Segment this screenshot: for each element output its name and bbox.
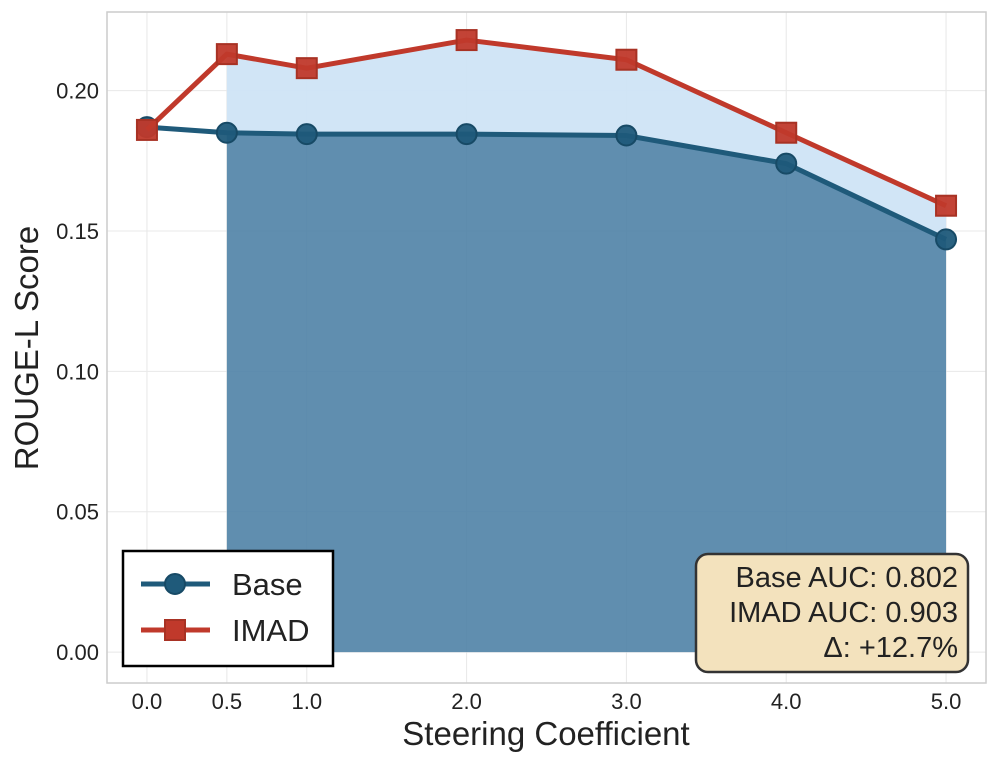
base-data-point <box>775 152 798 175</box>
y-tick-label: 0.05 <box>56 500 99 525</box>
y-axis-title: ROUGE-L Score <box>8 226 45 471</box>
imad-gain-area <box>226 40 947 240</box>
imad-data-point <box>135 118 158 141</box>
x-tick-label: 0.0 <box>132 689 163 714</box>
base-data-point <box>615 124 638 147</box>
base-auc-area <box>226 132 947 653</box>
base-data-point <box>215 121 238 144</box>
legend-imad-marker <box>164 619 186 641</box>
legend-entry-imad: IMAD <box>141 613 310 648</box>
y-tick-label: 0.10 <box>56 359 99 384</box>
x-tick-label: 4.0 <box>771 689 802 714</box>
imad-data-point <box>215 43 238 66</box>
annotation-imad-auc: IMAD AUC: 0.903 <box>729 597 958 629</box>
shaded-areas <box>226 40 947 653</box>
auc-annotation: Base AUC: 0.802 IMAD AUC: 0.903 Δ: +12.7… <box>694 552 970 674</box>
y-tick-label: 0.00 <box>56 640 99 665</box>
x-tick-label: 5.0 <box>931 689 962 714</box>
x-tick-label: 0.5 <box>212 689 243 714</box>
x-axis-title: Steering Coefficient <box>402 715 689 752</box>
base-data-point <box>935 228 958 251</box>
legend-base-label: Base <box>232 567 303 602</box>
imad-data-point <box>775 121 798 144</box>
x-tick-label: 3.0 <box>611 689 642 714</box>
imad-data-point <box>935 194 958 217</box>
annotation-box <box>694 552 970 674</box>
legend: Base IMAD <box>121 549 335 668</box>
axis-ticks: 0.0 0.5 1.0 2.0 3.0 4.0 5.0 0.00 0.05 0.10 0.15 0.2… <box>56 79 961 714</box>
imad-data-point <box>295 57 318 80</box>
legend-imad-label: IMAD <box>232 613 310 648</box>
annotation-delta: Δ: +12.7% <box>823 632 958 664</box>
plot-frame <box>106 11 987 684</box>
series-lines <box>135 29 958 251</box>
legend-entry-base: Base <box>141 567 303 602</box>
legend-base-marker <box>164 573 186 595</box>
x-tick-label: 1.0 <box>291 689 322 714</box>
annotation-base-auc: Base AUC: 0.802 <box>736 562 958 594</box>
x-tick-label: 2.0 <box>451 689 482 714</box>
imad-data-point <box>455 29 478 52</box>
y-tick-label: 0.20 <box>56 79 99 104</box>
legend-box <box>121 549 335 668</box>
imad-data-point <box>615 48 638 71</box>
y-tick-label: 0.15 <box>56 219 99 244</box>
base-data-point <box>295 123 318 146</box>
base-data-point <box>455 123 478 146</box>
